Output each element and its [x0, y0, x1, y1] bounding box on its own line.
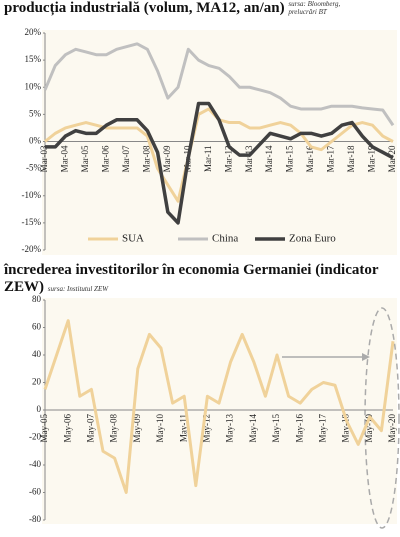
- x-tick-label: Mar-18: [346, 145, 356, 172]
- y-tick-label: 20%: [25, 27, 42, 37]
- x-tick-label: Mar-17: [326, 145, 336, 172]
- plot-background: [42, 298, 397, 524]
- chart-title: producția industrială (volum, MA12, an/a…: [4, 0, 285, 16]
- y-tick-label: -20: [29, 432, 41, 442]
- y-tick-label: 80: [32, 294, 42, 304]
- arrow-head: [362, 353, 370, 361]
- plot-background: [42, 30, 397, 255]
- x-tick-label: May-08: [109, 414, 119, 443]
- x-tick-label: May-06: [62, 414, 72, 443]
- y-tick-label: -10%: [22, 190, 42, 200]
- x-tick-label: Mar-07: [121, 145, 131, 172]
- x-tick-label: May-18: [341, 414, 351, 443]
- y-tick-label: 40: [32, 349, 42, 359]
- line-series: [45, 101, 394, 225]
- chart-title: încrederea investitorilor în economia Ge…: [4, 262, 379, 295]
- chart-title-block: producția industrială (volum, MA12, an/a…: [4, 0, 396, 17]
- source: sursa: Bloomberg, prelucrări BT: [288, 0, 341, 16]
- x-tick-label: May-05: [39, 414, 49, 443]
- x-tick-label: May-19: [364, 414, 374, 443]
- x-tick-label: May-17: [317, 414, 327, 443]
- x-tick-label: Mar-16: [305, 145, 315, 172]
- x-tick-label: May-20: [387, 414, 397, 443]
- x-tick-label: Mar-11: [203, 146, 213, 172]
- y-tick-label: 0: [37, 404, 42, 414]
- y-tick-label: 60: [32, 322, 42, 332]
- x-tick-label: Mar-05: [80, 145, 90, 172]
- y-tick-label: 10%: [25, 81, 42, 91]
- y-tick-label: -15%: [22, 217, 42, 227]
- x-tick-label: Mar-19: [367, 145, 377, 172]
- x-tick-label: Mar-03: [39, 145, 49, 172]
- x-tick-label: May-13: [225, 414, 235, 443]
- legend-label: SUA: [122, 233, 144, 245]
- y-tick-label: -20%: [22, 244, 42, 254]
- x-tick-label: May-10: [155, 414, 165, 443]
- x-tick-label: May-09: [132, 414, 142, 443]
- x-tick-label: May-12: [201, 414, 211, 443]
- x-tick-label: May-11: [178, 414, 188, 442]
- x-tick-label: Mar-14: [264, 145, 274, 172]
- line-series: [43, 319, 395, 494]
- legend-label: China: [212, 233, 238, 245]
- x-tick-label: Mar-04: [60, 145, 70, 172]
- x-tick-label: Mar-12: [223, 146, 233, 173]
- x-tick-label: May-14: [248, 414, 258, 443]
- x-tick-label: Mar-08: [141, 145, 151, 172]
- y-tick-label: -60: [29, 487, 41, 497]
- source: sursa: Institutul ZEW: [47, 285, 109, 293]
- y-tick-label: 0%: [29, 136, 42, 146]
- chart-title-block: încrederea investitorilor în economia Ge…: [4, 262, 396, 298]
- x-tick-label: Mar-09: [162, 145, 172, 172]
- x-tick-label: May-16: [294, 414, 304, 443]
- highlight-ellipse: [364, 307, 400, 529]
- y-tick-label: -80: [29, 514, 41, 524]
- y-tick-label: 15%: [25, 54, 42, 64]
- x-tick-label: Mar-15: [285, 145, 295, 172]
- x-tick-label: May-15: [271, 414, 281, 443]
- y-tick-label: -40: [29, 459, 41, 469]
- x-tick-label: Mar-13: [244, 145, 254, 172]
- y-tick-label: 20: [32, 377, 42, 387]
- line-series: [43, 42, 395, 127]
- legend-label: Zona Euro: [289, 233, 336, 245]
- y-tick-label: 5%: [29, 108, 42, 118]
- x-tick-label: Mar-06: [100, 145, 110, 172]
- y-tick-label: -5%: [26, 163, 41, 173]
- x-tick-label: May-07: [85, 414, 95, 443]
